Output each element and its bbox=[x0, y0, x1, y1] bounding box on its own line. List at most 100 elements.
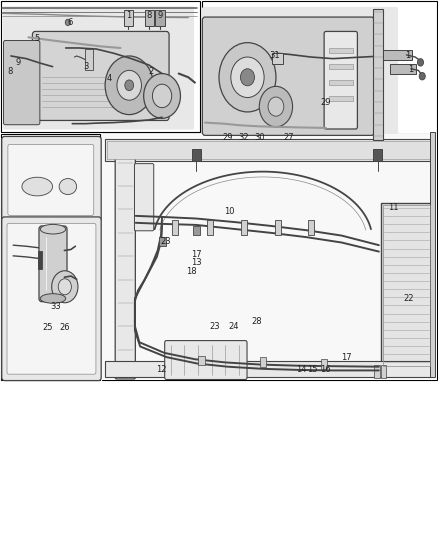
Bar bbox=[328, 64, 353, 69]
FancyBboxPatch shape bbox=[115, 158, 135, 379]
Text: 11: 11 bbox=[388, 204, 399, 212]
Bar bbox=[381, 365, 386, 378]
Circle shape bbox=[231, 57, 264, 98]
Text: 9: 9 bbox=[158, 11, 163, 20]
Bar bbox=[328, 48, 353, 53]
Circle shape bbox=[259, 86, 293, 127]
Circle shape bbox=[52, 271, 78, 303]
Bar bbox=[1, 134, 100, 380]
Bar bbox=[241, 220, 247, 235]
Bar bbox=[275, 220, 281, 235]
Ellipse shape bbox=[40, 294, 66, 303]
Text: 5: 5 bbox=[35, 35, 40, 43]
FancyBboxPatch shape bbox=[134, 164, 154, 231]
FancyBboxPatch shape bbox=[202, 7, 398, 142]
Text: 3: 3 bbox=[83, 62, 88, 70]
Bar bbox=[207, 220, 213, 235]
Text: 17: 17 bbox=[341, 353, 351, 361]
Circle shape bbox=[152, 84, 172, 108]
Circle shape bbox=[219, 43, 276, 112]
Bar bbox=[1, 1, 200, 132]
Circle shape bbox=[417, 59, 424, 66]
Circle shape bbox=[65, 19, 71, 26]
Circle shape bbox=[58, 279, 71, 295]
Text: 10: 10 bbox=[224, 207, 235, 216]
Text: 29: 29 bbox=[320, 98, 331, 107]
Bar bbox=[38, 251, 42, 269]
Bar bbox=[328, 80, 353, 85]
Text: 1: 1 bbox=[408, 65, 413, 74]
Text: 25: 25 bbox=[42, 324, 53, 332]
Bar bbox=[383, 50, 412, 60]
Text: 32: 32 bbox=[238, 133, 249, 142]
Text: 28: 28 bbox=[251, 318, 262, 326]
Bar bbox=[198, 356, 205, 365]
Text: 1: 1 bbox=[127, 11, 132, 20]
Text: 4: 4 bbox=[107, 74, 112, 83]
Text: 13: 13 bbox=[191, 259, 201, 267]
Circle shape bbox=[125, 80, 134, 91]
Text: 31: 31 bbox=[270, 51, 280, 60]
Text: 33: 33 bbox=[51, 302, 61, 311]
Circle shape bbox=[268, 97, 284, 116]
Bar bbox=[383, 205, 430, 366]
Text: 29: 29 bbox=[223, 133, 233, 142]
Bar bbox=[159, 237, 166, 246]
Bar bbox=[155, 10, 165, 26]
Bar bbox=[373, 149, 382, 161]
Bar bbox=[374, 365, 380, 378]
Bar bbox=[328, 96, 353, 101]
Bar bbox=[390, 64, 416, 74]
FancyBboxPatch shape bbox=[202, 17, 374, 135]
Bar bbox=[373, 9, 383, 140]
FancyBboxPatch shape bbox=[32, 31, 169, 120]
Circle shape bbox=[419, 72, 425, 80]
FancyBboxPatch shape bbox=[39, 226, 67, 302]
Bar bbox=[260, 357, 266, 367]
Text: 22: 22 bbox=[404, 294, 414, 303]
FancyBboxPatch shape bbox=[8, 144, 94, 215]
Bar bbox=[321, 359, 327, 369]
Bar bbox=[145, 10, 154, 26]
FancyBboxPatch shape bbox=[2, 217, 101, 381]
FancyBboxPatch shape bbox=[165, 341, 247, 379]
Text: 16: 16 bbox=[320, 365, 330, 374]
Text: 2: 2 bbox=[148, 67, 153, 76]
Circle shape bbox=[105, 56, 153, 115]
Bar bbox=[105, 361, 433, 377]
FancyBboxPatch shape bbox=[3, 6, 194, 130]
Text: 8: 8 bbox=[7, 68, 12, 76]
Text: 17: 17 bbox=[191, 251, 201, 259]
Text: 8: 8 bbox=[146, 11, 152, 20]
Ellipse shape bbox=[40, 224, 66, 234]
Circle shape bbox=[240, 69, 254, 86]
Text: 1: 1 bbox=[405, 51, 410, 60]
Text: 9: 9 bbox=[16, 59, 21, 67]
Circle shape bbox=[144, 74, 180, 118]
Bar bbox=[124, 10, 133, 26]
Bar bbox=[202, 1, 437, 142]
Text: 26: 26 bbox=[60, 324, 70, 332]
Bar bbox=[102, 134, 437, 380]
Circle shape bbox=[117, 70, 141, 100]
Bar bbox=[85, 49, 93, 70]
Ellipse shape bbox=[22, 177, 53, 196]
FancyBboxPatch shape bbox=[324, 31, 357, 129]
Bar bbox=[107, 141, 431, 159]
Bar bbox=[430, 132, 435, 377]
FancyBboxPatch shape bbox=[2, 136, 101, 222]
Text: 18: 18 bbox=[187, 267, 197, 276]
Bar bbox=[272, 53, 283, 64]
Bar bbox=[105, 139, 433, 161]
Bar bbox=[308, 220, 314, 235]
Text: 12: 12 bbox=[156, 366, 166, 374]
Ellipse shape bbox=[59, 179, 77, 195]
Bar bbox=[172, 220, 178, 235]
Bar bbox=[381, 203, 431, 368]
Text: 23: 23 bbox=[160, 238, 171, 246]
FancyBboxPatch shape bbox=[4, 41, 40, 125]
Text: 27: 27 bbox=[284, 133, 294, 142]
Bar bbox=[193, 226, 200, 235]
Text: 15: 15 bbox=[307, 365, 318, 374]
Text: 30: 30 bbox=[254, 133, 265, 142]
